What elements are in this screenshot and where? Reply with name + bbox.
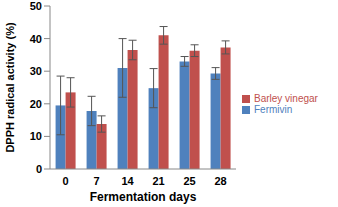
svg-text:30: 30	[30, 65, 42, 77]
svg-text:28: 28	[214, 175, 226, 187]
svg-text:20: 20	[30, 98, 42, 110]
html-text:Fermivin: Fermivin	[254, 103, 293, 115]
svg-text:Fermentation days: Fermentation days	[90, 190, 197, 204]
html-text:Barley vinegar: Barley vinegar	[254, 92, 318, 104]
svg-text:0: 0	[62, 175, 68, 187]
svg-text:0: 0	[36, 163, 42, 175]
svg-text:7: 7	[93, 175, 99, 187]
svg-text:14: 14	[121, 175, 134, 187]
svg-text:50: 50	[30, 0, 42, 12]
svg-text:10: 10	[30, 130, 42, 142]
svg-text:DPPH radical activity (%): DPPH radical activity (%)	[8, 22, 16, 153]
svg-text:25: 25	[183, 175, 195, 187]
svg-text:40: 40	[30, 33, 42, 45]
svg-text:21: 21	[152, 175, 164, 187]
